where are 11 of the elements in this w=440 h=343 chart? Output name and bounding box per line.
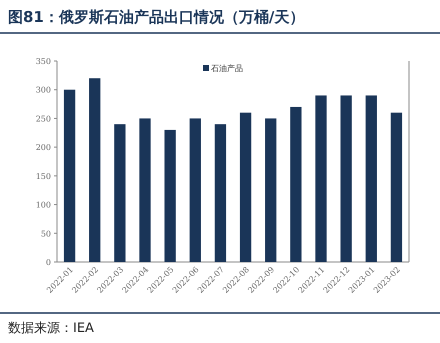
ytick: 0 xyxy=(46,258,51,267)
ytick: 100 xyxy=(36,200,51,210)
ytick: 150 xyxy=(36,172,51,181)
annotation: 数据来源：IEA xyxy=(8,321,94,336)
ytick: 300 xyxy=(36,86,51,95)
legend: 石油产品 xyxy=(211,64,243,73)
ytick: 350 xyxy=(36,57,51,66)
title: 图81：俄罗斯石油产品出口情况（万桶/天） xyxy=(8,8,304,26)
ytick: 250 xyxy=(36,114,51,124)
ytick: 200 xyxy=(36,143,51,152)
ytick: 50 xyxy=(40,229,51,238)
